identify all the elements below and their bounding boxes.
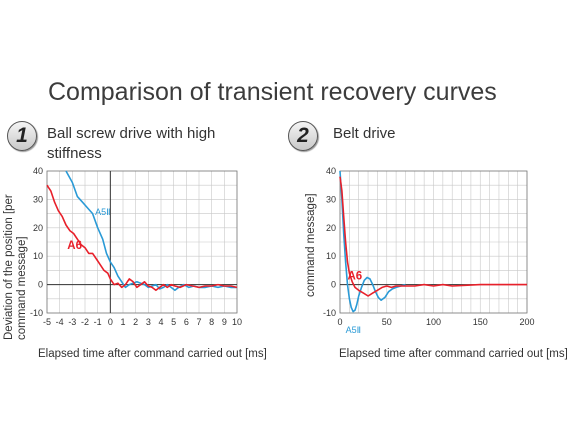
y-tick-label: 20 — [33, 223, 43, 233]
series-line-a6 — [46, 184, 238, 292]
x-tick-label: 6 — [184, 317, 189, 327]
panel-subtitle-line: stiffness — [47, 145, 102, 162]
series-label: A6 — [347, 270, 362, 282]
panel-number: 2 — [297, 124, 309, 147]
x-axis-label: Elapsed time after command carried out [… — [339, 348, 568, 360]
page-title: Comparison of transient recovery curves — [48, 78, 497, 106]
y-tick-label: 40 — [326, 166, 336, 176]
y-tick-label: -10 — [30, 308, 43, 318]
series-line-a6 — [339, 176, 527, 297]
panel-number: 1 — [16, 124, 28, 147]
x-tick-label: 8 — [209, 317, 214, 327]
series-label: A5Ⅱ — [346, 325, 361, 335]
y-tick-label: -10 — [323, 308, 336, 318]
y-tick-label: 0 — [331, 280, 336, 290]
x-tick-label: 9 — [222, 317, 227, 327]
x-tick-label: 0 — [108, 317, 113, 327]
y-tick-label: 40 — [33, 166, 43, 176]
x-tick-label: -2 — [81, 317, 89, 327]
x-tick-label: 10 — [232, 317, 242, 327]
panel-number-badge: 2 — [288, 121, 318, 151]
y-tick-label: 10 — [33, 251, 43, 261]
panel-subtitle: Ball screw drive with high stiffness — [47, 124, 215, 164]
x-tick-label: -4 — [56, 317, 64, 327]
x-tick-label: 100 — [426, 317, 441, 327]
x-tick-label: 5 — [171, 317, 176, 327]
y-tick-label: 30 — [326, 194, 336, 204]
y-tick-label: 10 — [326, 251, 336, 261]
panel-subtitle-line: Ball screw drive with high — [47, 125, 216, 142]
series-line-a5ii — [339, 170, 406, 313]
y-tick-label: 30 — [33, 194, 43, 204]
panel-subtitle-line: Belt drive — [333, 125, 396, 142]
x-tick-label: -1 — [94, 317, 102, 327]
x-tick-label: 200 — [519, 317, 534, 327]
x-tick-label: 3 — [146, 317, 151, 327]
x-tick-label: 2 — [133, 317, 138, 327]
x-tick-label: 50 — [382, 317, 392, 327]
series-line-a5ii — [65, 170, 237, 292]
x-tick-label: 1 — [120, 317, 125, 327]
plot-frame — [46, 170, 238, 314]
x-tick-label: -5 — [43, 317, 51, 327]
x-tick-label: 0 — [337, 317, 342, 327]
panel-subtitle: Belt drive — [333, 124, 396, 144]
x-tick-label: 150 — [473, 317, 488, 327]
x-tick-label: 4 — [158, 317, 163, 327]
x-tick-label: 7 — [196, 317, 201, 327]
y-tick-label: 0 — [38, 280, 43, 290]
y-tick-label: 20 — [326, 223, 336, 233]
panel-number-badge: 1 — [7, 121, 37, 151]
plot-frame — [339, 170, 528, 314]
x-tick-label: -3 — [68, 317, 76, 327]
series-label: A6 — [67, 240, 82, 252]
series-label: A5Ⅱ — [95, 207, 110, 217]
x-axis-label: Elapsed time after command carried out [… — [38, 348, 267, 360]
